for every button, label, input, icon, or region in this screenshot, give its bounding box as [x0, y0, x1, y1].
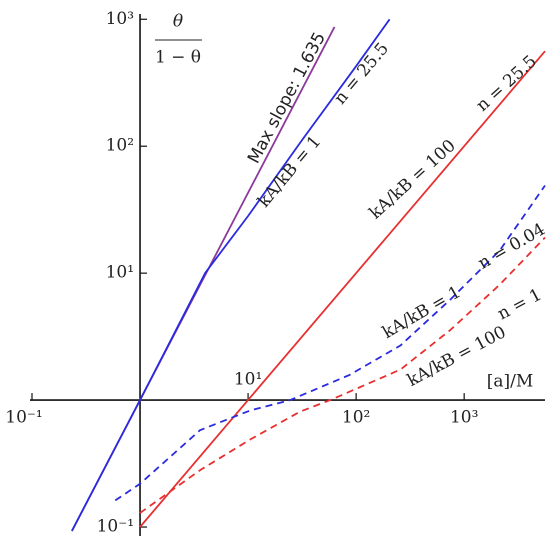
annotation: kA/kB = 1 — [379, 282, 464, 343]
annotation: n = 25.5 — [473, 51, 541, 115]
y-tick-label: 10² — [106, 136, 134, 156]
annotation: kA/kB = 100 — [366, 136, 460, 224]
y-label-denominator: 1 − θ — [155, 48, 201, 68]
annotation: n = 1 — [494, 285, 545, 325]
y-tick-label: 10⁻¹ — [97, 517, 134, 537]
x-tick-label: 10² — [342, 408, 370, 428]
x-tick-label: 10⁻¹ — [5, 408, 42, 428]
annotation: n = 25.5 — [330, 39, 393, 108]
x-label: [a]/M — [487, 372, 534, 392]
series-line — [139, 236, 546, 514]
x-tick-label: 10³ — [450, 408, 478, 428]
y-label-numerator: θ — [173, 12, 183, 32]
series-line — [139, 50, 546, 528]
x-tick-label: 10¹ — [234, 370, 262, 390]
y-tick-label: 10³ — [106, 9, 134, 29]
annotation: n = 0.04 — [475, 219, 549, 273]
y-tick-label: 10¹ — [106, 263, 134, 283]
series-line — [71, 18, 391, 532]
